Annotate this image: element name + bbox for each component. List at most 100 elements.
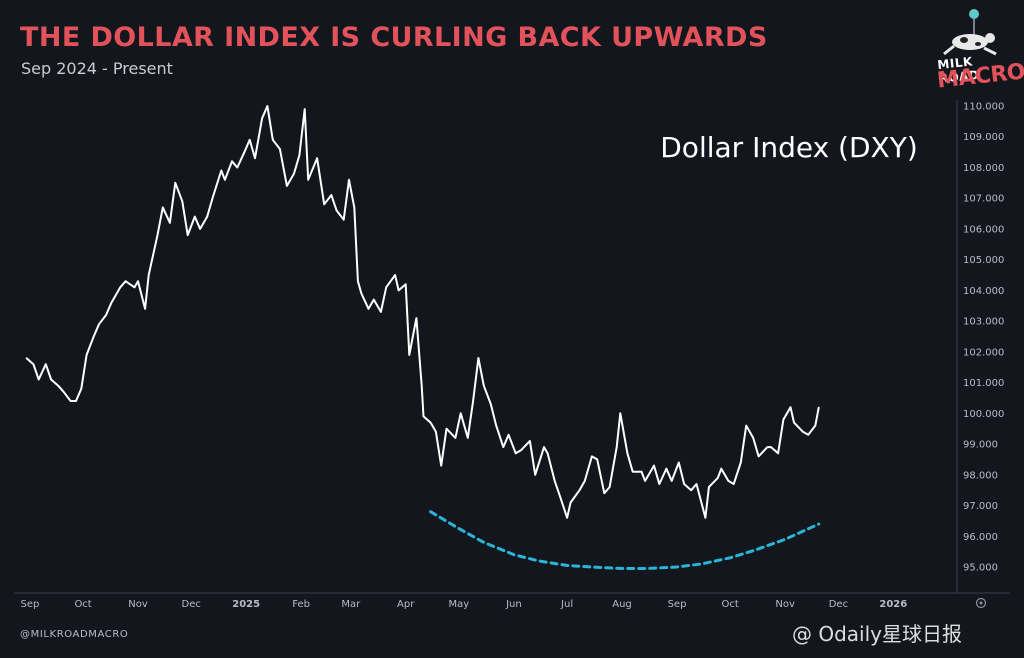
dxy-point	[133, 286, 136, 288]
dxy-point	[508, 434, 510, 436]
dxy-point	[405, 283, 407, 285]
dxy-point	[683, 483, 685, 485]
dxy-point	[206, 216, 208, 218]
dxy-point	[353, 206, 355, 208]
dxy-point	[385, 286, 387, 288]
dxy-point	[174, 182, 176, 184]
dxy-point	[640, 471, 643, 473]
y-tick-label: 97.000	[963, 501, 998, 512]
dxy-point	[777, 452, 779, 454]
dxy-point	[45, 363, 47, 365]
dxy-point	[603, 492, 605, 494]
dxy-point	[472, 400, 474, 402]
dxy-point	[348, 179, 350, 181]
x-tick-label: May	[449, 599, 470, 610]
dxy-point	[286, 185, 288, 187]
dxy-point	[477, 357, 479, 359]
dxy-point	[543, 446, 545, 448]
dxy-point	[249, 139, 251, 141]
y-tick-label: 100.000	[963, 409, 1004, 420]
y-tick-label: 106.000	[963, 224, 1004, 235]
dxy-point	[25, 357, 27, 359]
dxy-point	[690, 489, 692, 491]
dxy-point	[398, 289, 400, 291]
dxy-point	[708, 486, 710, 488]
social-handle: @MILKROADMACRO	[20, 629, 129, 640]
dxy-point	[415, 317, 417, 319]
dxy-point	[360, 292, 362, 295]
dxy-point	[467, 437, 469, 439]
dxy-point	[818, 406, 820, 408]
dxy-point	[445, 428, 448, 430]
dxy-point	[807, 434, 809, 436]
y-tick-label: 110.000	[963, 102, 1004, 113]
dxy-point	[148, 274, 150, 276]
dxy-point	[782, 418, 785, 421]
dxy-point	[316, 157, 318, 159]
dxy-point	[243, 151, 245, 153]
dxy-point	[110, 302, 112, 304]
dxy-point	[570, 501, 572, 504]
dxy-point	[520, 449, 522, 451]
dxy-point	[671, 480, 673, 482]
dxy-point	[720, 468, 722, 470]
dxy-point	[50, 378, 52, 381]
watermark-text: @ Odaily星球日报	[792, 622, 962, 646]
dxy-point	[483, 385, 485, 387]
y-tick-label: 108.000	[963, 163, 1004, 174]
settings-icon[interactable]	[975, 597, 987, 609]
dxy-point	[279, 148, 281, 150]
milk-road-macro-logo: MILK ROAD MACRO	[930, 4, 1024, 96]
dxy-point	[596, 458, 598, 460]
dxy-point	[367, 308, 370, 310]
dxy-point	[224, 179, 226, 181]
dxy-point	[298, 154, 300, 156]
dxy-point	[75, 400, 77, 402]
x-tick-label: Jun	[505, 599, 522, 610]
y-tick-label: 98.000	[963, 470, 998, 481]
dxy-point	[307, 179, 309, 181]
dxy-point	[733, 483, 735, 485]
dxy-point	[440, 465, 442, 467]
dxy-point	[619, 412, 621, 414]
y-tick-label: 109.000	[963, 132, 1004, 143]
dxy-point	[534, 474, 536, 476]
chart-annotation-label: Dollar Index (DXY)	[660, 131, 918, 164]
dxy-point	[70, 400, 72, 402]
dxy-point	[653, 465, 655, 467]
x-tick-label: Jul	[560, 599, 573, 610]
x-tick-label: Dec	[829, 599, 848, 610]
dxy-point	[199, 228, 201, 230]
dxy-point	[770, 446, 772, 448]
dxy-point	[490, 403, 492, 405]
x-tick-label: Oct	[722, 599, 739, 610]
chart-subtitle: Sep 2024 - Present	[21, 59, 173, 78]
x-tick-label: 2025	[232, 599, 260, 610]
y-tick-label: 101.000	[963, 378, 1004, 389]
x-tick-label: Nov	[128, 599, 148, 610]
y-tick-label: 103.000	[963, 317, 1004, 328]
dxy-point	[266, 105, 268, 107]
dxy-point	[86, 354, 88, 356]
watermark: @ Odaily星球日报	[792, 618, 962, 647]
dxy-point	[766, 446, 769, 448]
dxy-point	[752, 437, 754, 439]
y-tick-label: 96.000	[963, 532, 998, 543]
y-tick-label: 105.000	[963, 255, 1004, 266]
dxy-point	[236, 166, 238, 169]
trend-curve	[429, 510, 821, 570]
y-tick-label: 102.000	[963, 347, 1004, 358]
dxy-point	[632, 471, 634, 473]
dxy-point	[304, 108, 306, 110]
dxy-point	[156, 234, 159, 236]
dxy-point	[32, 363, 35, 365]
dxy-point	[211, 197, 214, 199]
dxy-point	[454, 437, 456, 439]
y-tick-label: 95.000	[963, 563, 998, 574]
x-tick-label: Feb	[292, 599, 310, 610]
x-tick-label: Dec	[182, 599, 201, 610]
dxy-point	[80, 388, 82, 390]
x-tick-label: Nov	[775, 599, 795, 610]
dxy-point	[394, 274, 396, 276]
dxy-point	[704, 517, 707, 519]
